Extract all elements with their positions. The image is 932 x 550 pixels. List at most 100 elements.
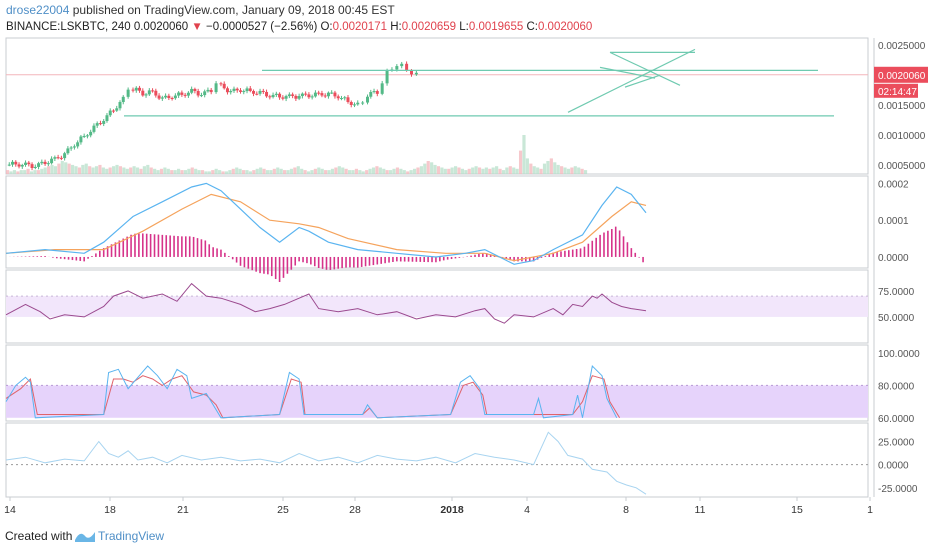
volume-bar bbox=[269, 170, 273, 174]
candle-body bbox=[151, 90, 155, 92]
volume-bar bbox=[98, 164, 102, 174]
volume-bar bbox=[313, 168, 317, 174]
candle-body bbox=[173, 95, 177, 99]
volume-bar bbox=[358, 170, 362, 174]
axis-tick-label: -25.0000 bbox=[878, 484, 918, 495]
volume-bar bbox=[91, 167, 95, 174]
candle-body bbox=[63, 153, 67, 159]
candle-body bbox=[17, 164, 21, 167]
candle-body bbox=[14, 161, 18, 165]
published-text: published on TradingView.com, January 09… bbox=[72, 3, 395, 17]
volume-bar bbox=[498, 168, 502, 174]
volume-bar bbox=[235, 167, 239, 174]
last-price-badge bbox=[874, 66, 928, 83]
candle-body bbox=[33, 166, 37, 168]
created-with-text: Created with bbox=[5, 529, 73, 543]
high-value: 0.0020659 bbox=[401, 21, 457, 33]
candle-body bbox=[209, 89, 213, 93]
volume-bar bbox=[395, 167, 400, 174]
volume-bar bbox=[293, 167, 297, 174]
time-tick-label: 2018 bbox=[440, 504, 464, 516]
candle-body bbox=[239, 90, 243, 92]
volume-bar bbox=[142, 166, 146, 174]
volume-bar bbox=[344, 168, 348, 174]
candle-body bbox=[53, 157, 57, 159]
volume-bar bbox=[23, 170, 27, 174]
volume-bar bbox=[392, 168, 396, 174]
volume-bar bbox=[546, 161, 550, 174]
oscillator-line bbox=[5, 431, 647, 495]
candle-body bbox=[395, 66, 399, 70]
volume-bar bbox=[112, 166, 116, 174]
volume-bar bbox=[36, 170, 40, 174]
tradingview-brand[interactable]: TradingView bbox=[98, 529, 165, 543]
volume-bar bbox=[566, 168, 571, 174]
volume-bar bbox=[464, 170, 468, 174]
chart-canvas[interactable]: 0.00250000.00200000.00150000.00100000.00… bbox=[0, 0, 932, 522]
volume-bar bbox=[255, 168, 259, 174]
candle-body bbox=[284, 96, 288, 99]
volume-bar bbox=[467, 168, 471, 174]
volume-bar bbox=[67, 163, 71, 174]
low-label: L: bbox=[459, 21, 469, 33]
axis-tick-label: 75.0000 bbox=[878, 287, 915, 298]
volume-bar bbox=[454, 166, 458, 174]
axis-tick-label: 0.0002 bbox=[878, 179, 909, 190]
volume-bar bbox=[508, 166, 512, 174]
volume-bar bbox=[532, 166, 536, 174]
volume-bar bbox=[101, 167, 105, 174]
volume-bar bbox=[118, 166, 123, 174]
volume-bar bbox=[347, 170, 352, 174]
axis-tick-label: 100.0000 bbox=[878, 349, 920, 360]
volume-bar bbox=[197, 170, 201, 174]
countdown-badge bbox=[874, 83, 918, 98]
close-value: 0.0020060 bbox=[537, 21, 593, 33]
volume-bar bbox=[221, 171, 225, 174]
candle-body bbox=[361, 102, 365, 104]
author-link[interactable]: drose22004 bbox=[6, 3, 70, 17]
volume-bar bbox=[122, 167, 126, 174]
volume-bar bbox=[132, 166, 136, 174]
time-tick-label: 21 bbox=[177, 504, 189, 516]
volume-bar bbox=[334, 167, 338, 174]
candle-body bbox=[232, 88, 236, 91]
volume-bar bbox=[224, 171, 229, 174]
candle-body bbox=[336, 96, 340, 99]
footer: Created with TradingView bbox=[0, 522, 932, 550]
volume-bar bbox=[515, 168, 519, 174]
pane-frame-osc bbox=[5, 422, 869, 498]
volume-bar bbox=[238, 168, 242, 174]
volume-bar bbox=[43, 167, 47, 174]
volume-bar bbox=[563, 167, 567, 174]
time-tick-label: 11 bbox=[695, 504, 706, 516]
axis-tick-label: 60.0000 bbox=[878, 414, 915, 425]
macd-line bbox=[5, 182, 647, 265]
candle-body bbox=[126, 89, 130, 97]
candle-body bbox=[265, 91, 269, 97]
volume-bar bbox=[570, 167, 574, 174]
volume-bar bbox=[375, 166, 379, 174]
axis-tick-label: 0.0025000 bbox=[878, 41, 926, 52]
candle-body bbox=[320, 93, 324, 96]
candle-body bbox=[222, 83, 226, 89]
volume-bar bbox=[488, 168, 492, 174]
volume-bar bbox=[40, 168, 44, 174]
volume-bar bbox=[26, 168, 30, 174]
axis-tick-label: 0.0000 bbox=[878, 253, 909, 264]
candle-body bbox=[313, 92, 317, 97]
volume-bar bbox=[351, 170, 355, 174]
volume-bar bbox=[218, 170, 222, 174]
candle-body bbox=[183, 94, 187, 96]
candle-body bbox=[121, 96, 125, 103]
time-tick-label: 4 bbox=[524, 504, 530, 516]
volume-bar bbox=[536, 167, 540, 174]
volume-bar bbox=[553, 162, 557, 174]
candle-body bbox=[102, 120, 106, 124]
volume-bar bbox=[447, 168, 451, 174]
time-tick-label: 28 bbox=[349, 504, 361, 516]
volume-bar bbox=[409, 170, 413, 174]
volume-bar bbox=[94, 166, 99, 174]
candle-body bbox=[79, 136, 83, 143]
volume-bar bbox=[529, 163, 533, 174]
volume-bar bbox=[556, 164, 560, 174]
